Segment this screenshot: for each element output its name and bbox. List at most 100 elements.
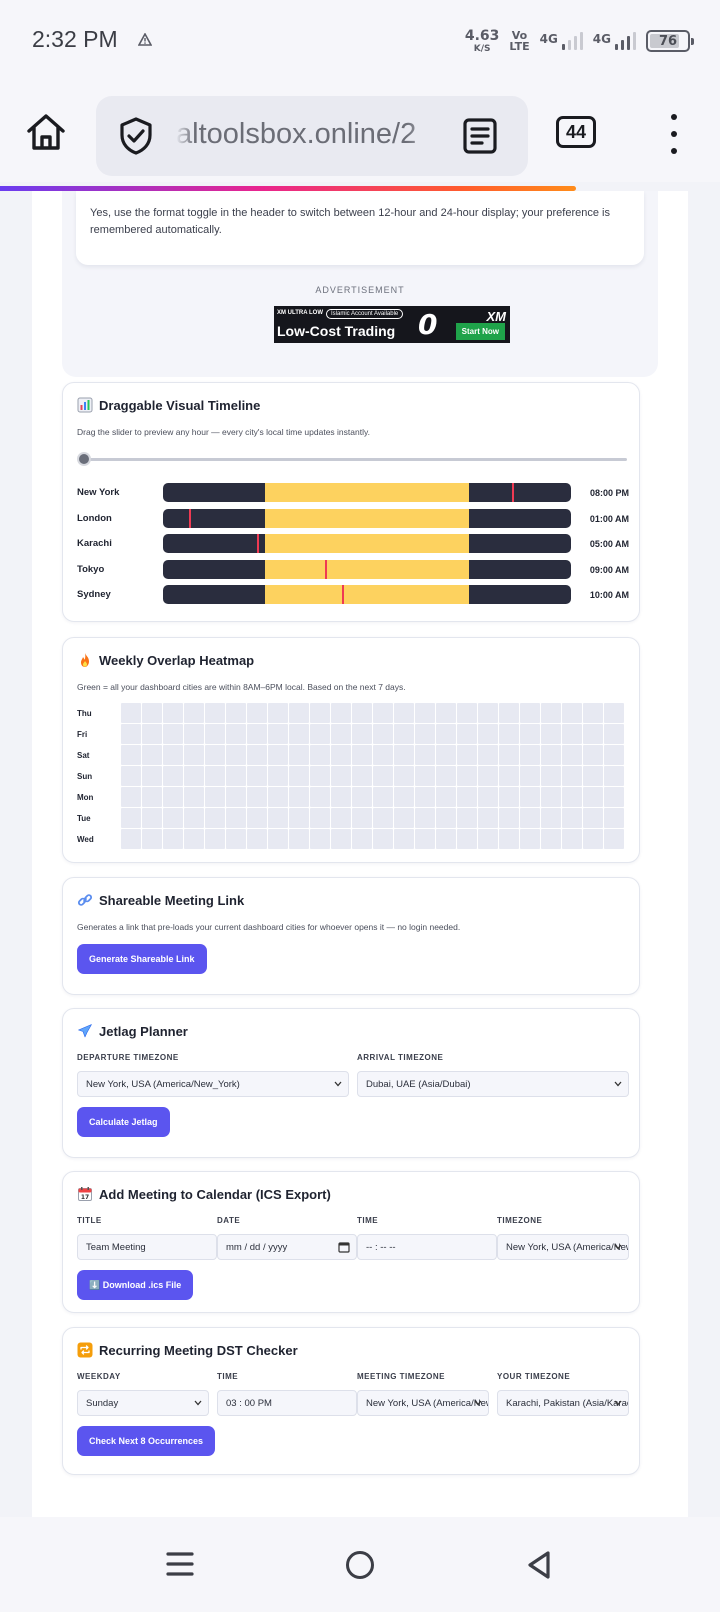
heatmap-cell bbox=[163, 829, 183, 849]
generate-link-button[interactable]: Generate Shareable Link bbox=[77, 944, 207, 974]
timeline-bar bbox=[163, 585, 571, 605]
reader-mode-icon[interactable] bbox=[460, 116, 500, 156]
heatmap-cell bbox=[583, 724, 603, 744]
check-occurrences-button[interactable]: Check Next 8 Occurrences bbox=[77, 1426, 216, 1456]
meeting-date-input[interactable]: mm / dd / yyyy bbox=[217, 1234, 357, 1260]
download-ics-button[interactable]: ⬇️ Download .ics File bbox=[77, 1270, 194, 1300]
repeat-icon bbox=[77, 1342, 93, 1358]
timeline-row: London 01:00 AM bbox=[77, 508, 629, 529]
heatmap-cell bbox=[268, 766, 288, 786]
heatmap-cell bbox=[562, 724, 582, 744]
heatmap-cell bbox=[562, 808, 582, 828]
back-icon[interactable] bbox=[526, 1550, 552, 1580]
meeting-timezone-select[interactable]: New York, USA (America/New_York) bbox=[357, 1390, 489, 1416]
ad-label: ADVERTISEMENT bbox=[315, 285, 405, 295]
heatmap-cell bbox=[331, 703, 351, 723]
svg-text:17: 17 bbox=[81, 1194, 89, 1201]
daylight-segment bbox=[265, 508, 469, 528]
heatmap-cell bbox=[184, 829, 204, 849]
heatmap-cell bbox=[268, 787, 288, 807]
heatmap-cell bbox=[310, 829, 330, 849]
recent-apps-icon[interactable] bbox=[166, 1551, 194, 1577]
tab-switcher-button[interactable]: 44 bbox=[556, 116, 596, 148]
heatmap-cell bbox=[562, 829, 582, 849]
heatmap-cell bbox=[184, 787, 204, 807]
heatmap-cell bbox=[142, 787, 162, 807]
timeline-bar bbox=[163, 508, 571, 528]
heatmap-cell bbox=[583, 787, 603, 807]
heatmap-cell bbox=[121, 766, 141, 786]
hour-slider-thumb[interactable] bbox=[77, 452, 91, 466]
heatmap-cell bbox=[352, 829, 372, 849]
your-timezone-select[interactable]: Karachi, Pakistan (Asia/Karachi) bbox=[497, 1390, 629, 1416]
timeline-row: Tokyo 09:00 AM bbox=[77, 559, 629, 580]
shield-check-icon[interactable] bbox=[116, 116, 156, 156]
heatmap-cell bbox=[604, 766, 624, 786]
heatmap-cell bbox=[142, 703, 162, 723]
more-menu-icon[interactable] bbox=[664, 114, 684, 154]
heatmap-cell bbox=[289, 703, 309, 723]
heatmap-cell bbox=[415, 829, 435, 849]
heatmap-cell bbox=[247, 787, 267, 807]
heatmap-cell bbox=[163, 745, 183, 765]
heatmap-cell bbox=[163, 808, 183, 828]
calculate-jetlag-button[interactable]: Calculate Jetlag bbox=[77, 1107, 170, 1137]
arrival-timezone-select[interactable]: Dubai, UAE (Asia/Dubai) bbox=[357, 1071, 629, 1097]
heatmap-cell bbox=[268, 808, 288, 828]
timezone-label: TIMEZONE bbox=[497, 1216, 543, 1225]
heatmap-cell bbox=[226, 703, 246, 723]
heatmap-cell bbox=[331, 808, 351, 828]
heatmap-cell bbox=[520, 808, 540, 828]
heatmap-cell bbox=[247, 745, 267, 765]
heatmap-cell bbox=[373, 745, 393, 765]
home-icon[interactable] bbox=[24, 110, 68, 154]
status-time: 2:32 PM bbox=[32, 26, 118, 52]
share-description: Generates a link that pre-loads your cur… bbox=[77, 922, 461, 932]
meeting-title-input[interactable]: Team Meeting bbox=[77, 1234, 217, 1260]
heatmap-cell bbox=[499, 829, 519, 849]
heatmap-cell bbox=[520, 766, 540, 786]
heatmap-cell bbox=[541, 745, 561, 765]
heatmap-cell bbox=[373, 703, 393, 723]
departure-timezone-select[interactable]: New York, USA (America/New_York) bbox=[77, 1071, 349, 1097]
heatmap-day-label: Sat bbox=[77, 751, 90, 760]
heatmap-cell bbox=[121, 703, 141, 723]
heatmap-cell bbox=[583, 808, 603, 828]
heatmap-cell bbox=[604, 829, 624, 849]
weekday-select[interactable]: Sunday bbox=[77, 1390, 209, 1416]
url-text[interactable]: altoolsbox.online/2 bbox=[176, 118, 417, 150]
calendar-picker-icon[interactable] bbox=[338, 1241, 350, 1253]
heatmap-cell bbox=[373, 829, 393, 849]
faq-section: Yes, use the format toggle in the header… bbox=[62, 191, 658, 377]
heatmap-cell bbox=[163, 787, 183, 807]
hour-slider-track[interactable] bbox=[83, 458, 627, 461]
timeline-card: Draggable Visual Timeline Drag the slide… bbox=[62, 382, 640, 622]
home-nav-icon[interactable] bbox=[346, 1551, 374, 1579]
your-timezone-label: YOUR TIMEZONE bbox=[497, 1372, 571, 1381]
meeting-time-input[interactable]: -- : -- -- bbox=[357, 1234, 497, 1260]
current-hour-marker bbox=[324, 559, 327, 579]
heatmap-cell bbox=[205, 724, 225, 744]
heatmap-cell bbox=[268, 829, 288, 849]
timeline-bar bbox=[163, 534, 571, 554]
card-title: Jetlag Planner bbox=[77, 1023, 188, 1039]
heatmap-cell bbox=[289, 766, 309, 786]
ad-banner[interactable]: XM ULTRA LOW Islamic Account Available L… bbox=[274, 306, 510, 343]
heatmap-cell bbox=[436, 745, 456, 765]
heatmap-cell bbox=[436, 787, 456, 807]
heatmap-description: Green = all your dashboard cities are wi… bbox=[77, 682, 406, 692]
recurring-time-input[interactable]: 03 : 00 PM bbox=[217, 1390, 357, 1416]
heatmap-cell bbox=[163, 724, 183, 744]
heatmap-cell bbox=[394, 787, 414, 807]
heatmap-cell bbox=[142, 745, 162, 765]
address-bar[interactable]: altoolsbox.online/2 bbox=[96, 96, 528, 176]
meeting-timezone-select[interactable]: New York, USA (America/New_York) bbox=[497, 1234, 629, 1260]
heatmap-cell bbox=[478, 766, 498, 786]
heatmap-cell bbox=[331, 745, 351, 765]
heatmap-cell bbox=[205, 829, 225, 849]
heatmap-cell bbox=[478, 703, 498, 723]
heatmap-cell bbox=[226, 808, 246, 828]
timeline-row: Sydney 10:00 AM bbox=[77, 585, 629, 605]
heatmap-cell bbox=[352, 724, 372, 744]
heatmap-cell bbox=[226, 829, 246, 849]
